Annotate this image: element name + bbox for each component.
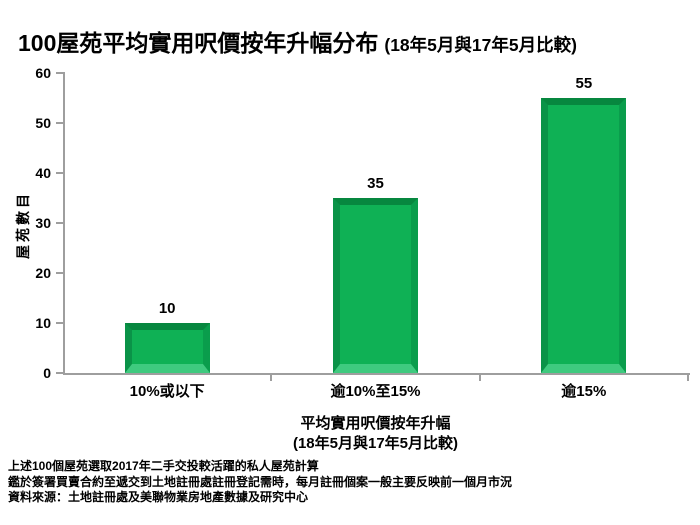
chart-title-main: 100屋苑平均實用呎價按年升幅分布 (18, 30, 379, 56)
x-category-label: 逾10%至15% (330, 383, 421, 400)
footnote-line-2: 鑑於簽署買賣合約至遞交到土地註冊處註冊登記需時，每月註冊個案一般主要反映前一個月… (8, 474, 513, 489)
chart-title-paren: (18年5月與17年5月比較) (384, 35, 577, 55)
footnote-line-1: 上述100個屋苑選取2017年二手交投較活躍的私人屋苑計算 (8, 459, 319, 473)
chart-plot-area (63, 73, 690, 375)
x-axis-title-line2: (18年5月與17年5月比較) (292, 435, 459, 452)
y-axis-title: 屋苑數目 (15, 191, 31, 259)
y-tick-label: 0 (43, 365, 51, 381)
x-tick-mark (270, 375, 273, 381)
x-axis-title: 平均實用呎價按年升幅 (18年5月與17年5月比較) (63, 414, 688, 454)
footnote-line-3: 資料來源：土地註冊處及美聯物業房地產數據及研究中心 (8, 490, 309, 504)
x-axis-title-line1: 平均實用呎價按年升幅 (300, 415, 451, 432)
page-title: 100屋苑平均實用呎價按年升幅分布 (18年5月與17年5月比較) (18, 24, 577, 58)
y-tick-label: 60 (35, 65, 51, 81)
y-tick-label: 50 (35, 115, 51, 131)
x-category-label: 10%或以下 (129, 383, 205, 400)
x-tick-mark (687, 375, 689, 381)
x-tick-mark (478, 375, 481, 381)
y-tick-label: 10 (35, 315, 51, 331)
x-category-label: 逾15% (561, 383, 607, 400)
footnotes: 上述100個屋苑選取2017年二手交投較活躍的私人屋苑計算 鑑於簽署買賣合約至遞… (8, 459, 692, 506)
